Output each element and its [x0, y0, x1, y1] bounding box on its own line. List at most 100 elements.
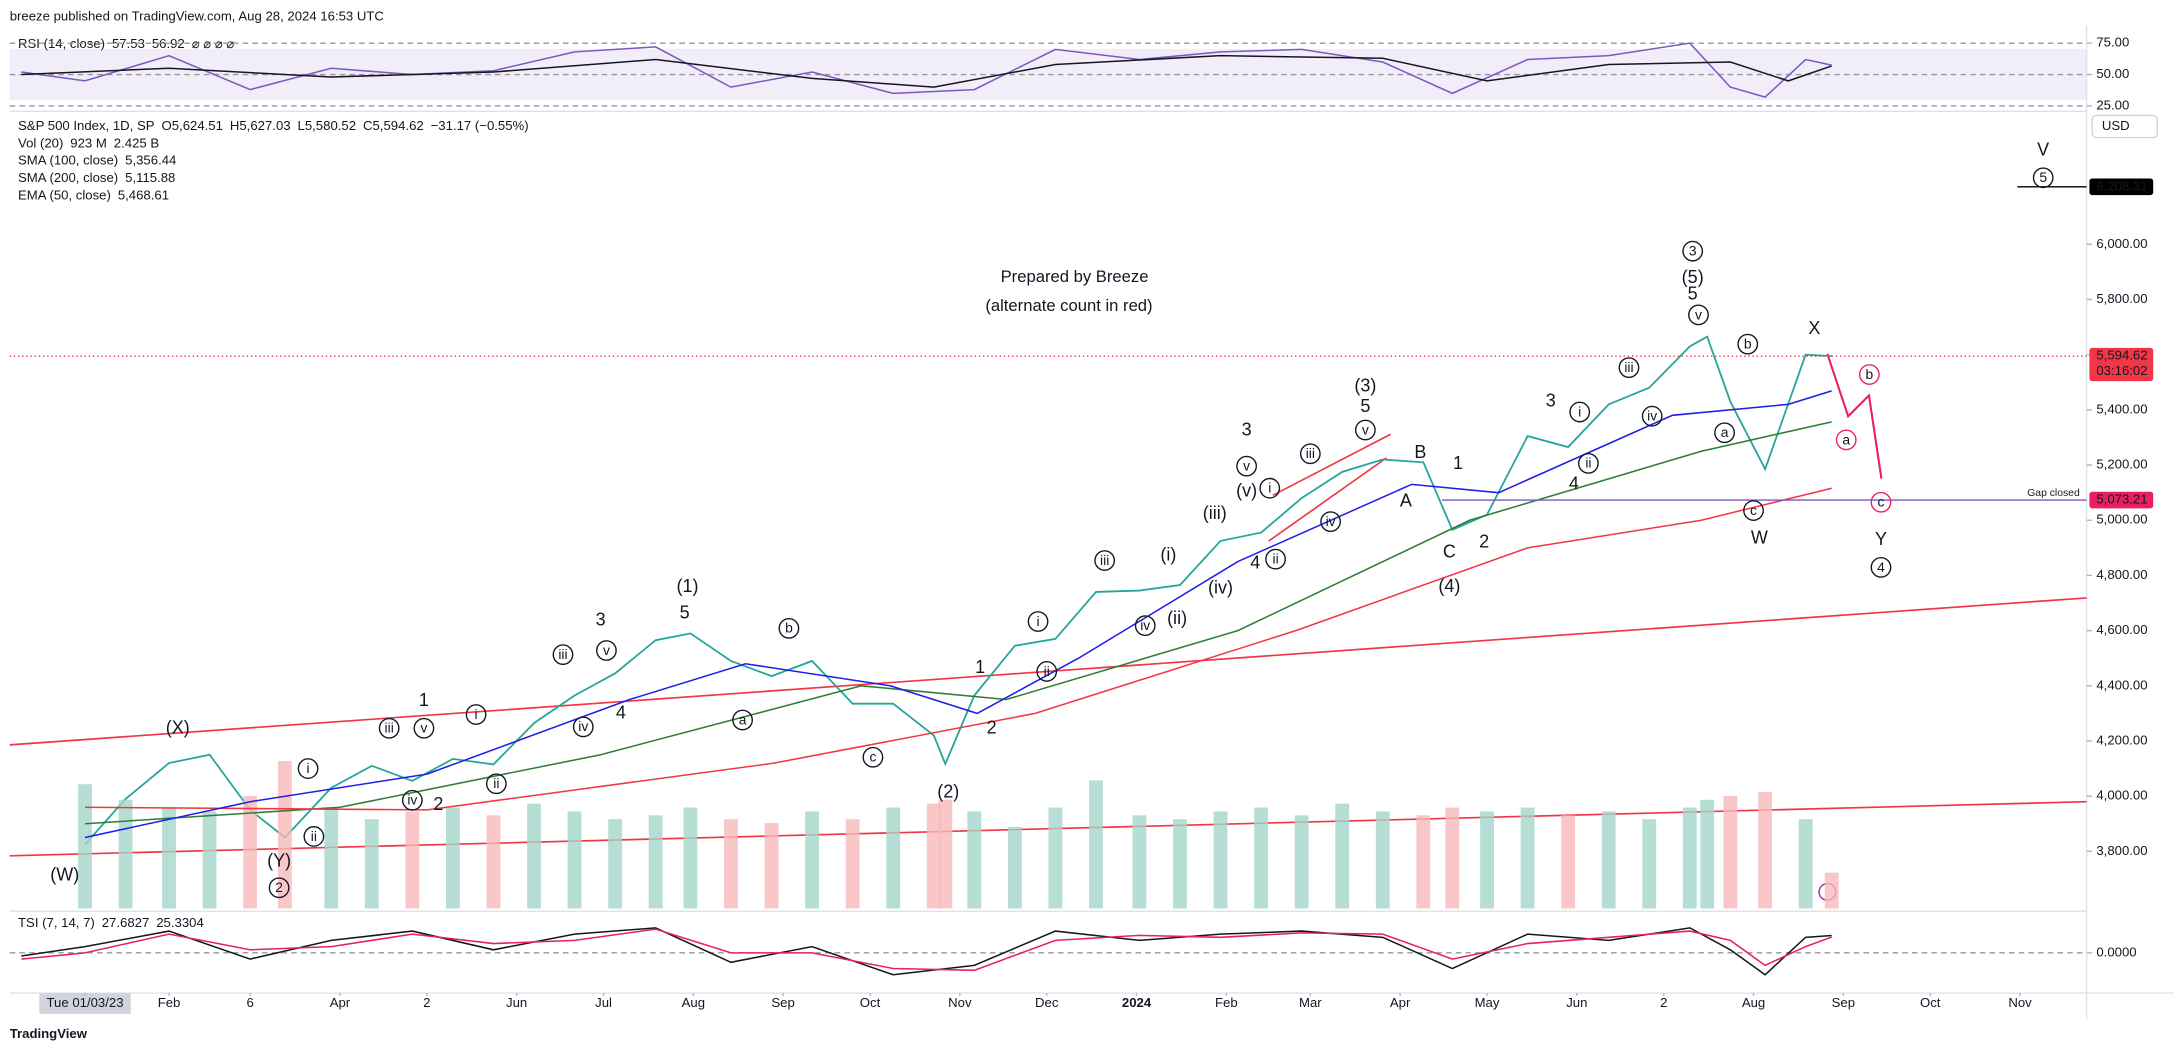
x-tick-label: Dec: [1035, 995, 1059, 1010]
wave-label: 2: [433, 794, 443, 814]
indicator-line: [21, 927, 1832, 976]
wave-label: (ii): [1167, 608, 1187, 628]
volume-bar: [938, 799, 953, 909]
volume-bar: [805, 811, 820, 909]
legend-text: C5,594.62: [363, 118, 424, 133]
wave-label: B: [1414, 442, 1426, 462]
x-tick-label: Sep: [1832, 995, 1855, 1010]
wave-label: 4: [1877, 559, 1885, 575]
legend-name: SMA (200, close): [18, 170, 118, 185]
x-tick-label: Apr: [330, 995, 351, 1010]
wave-circle: [1094, 550, 1116, 571]
legend-value: 5,468.61: [118, 187, 169, 202]
x-tick-label: Aug: [682, 995, 705, 1010]
y-tick-label: 6,000.00: [2096, 236, 2147, 251]
wave-circle: [1618, 357, 1640, 379]
x-tick-label: May: [1475, 995, 1500, 1010]
wave-label: iii: [1100, 552, 1109, 568]
wave-label: iv: [407, 792, 417, 808]
volume-bar: [445, 807, 460, 909]
volume-bar: [1294, 815, 1309, 909]
x-tick-label: Jun: [1566, 995, 1587, 1010]
wave-label: 1: [419, 690, 429, 710]
trend-line: [9, 800, 2087, 857]
wave-label: b: [1866, 366, 1874, 382]
volume-bar: [405, 811, 420, 909]
wave-circle: [297, 758, 319, 779]
volume-bar: [764, 823, 779, 909]
legend-value: 5,356.44: [125, 153, 176, 168]
wave-label: A: [1400, 490, 1412, 510]
wave-label: i: [1268, 480, 1271, 496]
price-tag-label: 5,594.62: [2096, 348, 2147, 363]
wave-label: a: [739, 711, 747, 727]
wave-circle: [378, 717, 400, 739]
x-tick-label: 2: [1660, 995, 1667, 1010]
y-tick-label: 5,200.00: [2096, 457, 2147, 472]
volume-bar: [78, 784, 92, 909]
legend-text: L5,580.52: [298, 118, 357, 133]
volume-bar: [364, 819, 379, 909]
wave-circle: [552, 644, 574, 666]
legend-text: S&P 500 Index, 1D, SP: [18, 118, 155, 133]
wave-circle: [1036, 661, 1058, 682]
y-tick-label: 4,200.00: [2096, 732, 2147, 747]
volume-bar: [724, 819, 738, 909]
volume-bar: [527, 803, 541, 909]
indicator-line: [84, 487, 1832, 811]
channel-line: [1268, 457, 1387, 542]
y-tick-label: 4,000.00: [2096, 788, 2147, 803]
wave-label: V: [2037, 139, 2049, 159]
wave-label: iii: [385, 720, 394, 736]
legend-text: O5,624.51: [161, 118, 222, 133]
price-line: [84, 335, 1832, 846]
volume-bar: [162, 807, 176, 909]
currency-box[interactable]: [2091, 114, 2159, 139]
legend-text: −31.17 (−0.55%): [431, 118, 529, 133]
volume-bar: [1480, 811, 1494, 909]
volume-bar: [1723, 795, 1738, 909]
wave-label: (4): [1438, 576, 1460, 596]
volume-bar: [1445, 807, 1460, 909]
wave-label: (2): [937, 781, 959, 801]
wave-label: b: [785, 620, 793, 636]
wave-circle: [401, 789, 423, 811]
indicator-line: [21, 928, 1832, 972]
wave-label: i: [475, 706, 478, 722]
volume-bar: [1642, 819, 1657, 909]
x-tick-label: Mar: [1299, 995, 1322, 1010]
wave-circle: [1682, 240, 1704, 262]
wave-label: Y: [1875, 529, 1887, 549]
wave-circle: [2032, 167, 2054, 189]
wave-label: 3: [1546, 390, 1556, 410]
wave-circle: [596, 640, 617, 661]
wave-label: iv: [1647, 408, 1657, 424]
legend-value: 2.425 B: [114, 135, 160, 150]
volume-bar: [1007, 826, 1022, 909]
wave-label: v: [1695, 306, 1702, 322]
publisher: breeze published on TradingView.com, Aug…: [10, 8, 384, 23]
wave-label: 3: [1242, 419, 1252, 439]
wave-circle: [1870, 557, 1892, 578]
wave-circle: [1641, 405, 1663, 427]
wave-circle: [1569, 401, 1591, 423]
y-tick-label: 0.0000: [2096, 944, 2136, 959]
wave-label: c: [1878, 494, 1885, 510]
x-tick-label: Aug: [1742, 995, 1765, 1010]
wave-circle: [778, 617, 800, 639]
wave-label: (iii): [1203, 503, 1227, 523]
wave-circle: [862, 746, 884, 768]
wave-circle: [1027, 611, 1049, 632]
volume-bar: [1601, 811, 1616, 909]
wave-circle: [1259, 477, 1281, 499]
volume-bar: [886, 807, 901, 909]
wave-circle: [1265, 548, 1286, 570]
volume-bar: [1824, 872, 1839, 909]
wave-label: C: [1443, 542, 1456, 562]
price-tag: [2089, 347, 2154, 382]
wave-label: iii: [1624, 359, 1633, 375]
legend-text: 25.3304: [156, 915, 204, 930]
x-tick-highlight: [39, 993, 131, 1014]
wave-label: ii: [1585, 455, 1591, 471]
